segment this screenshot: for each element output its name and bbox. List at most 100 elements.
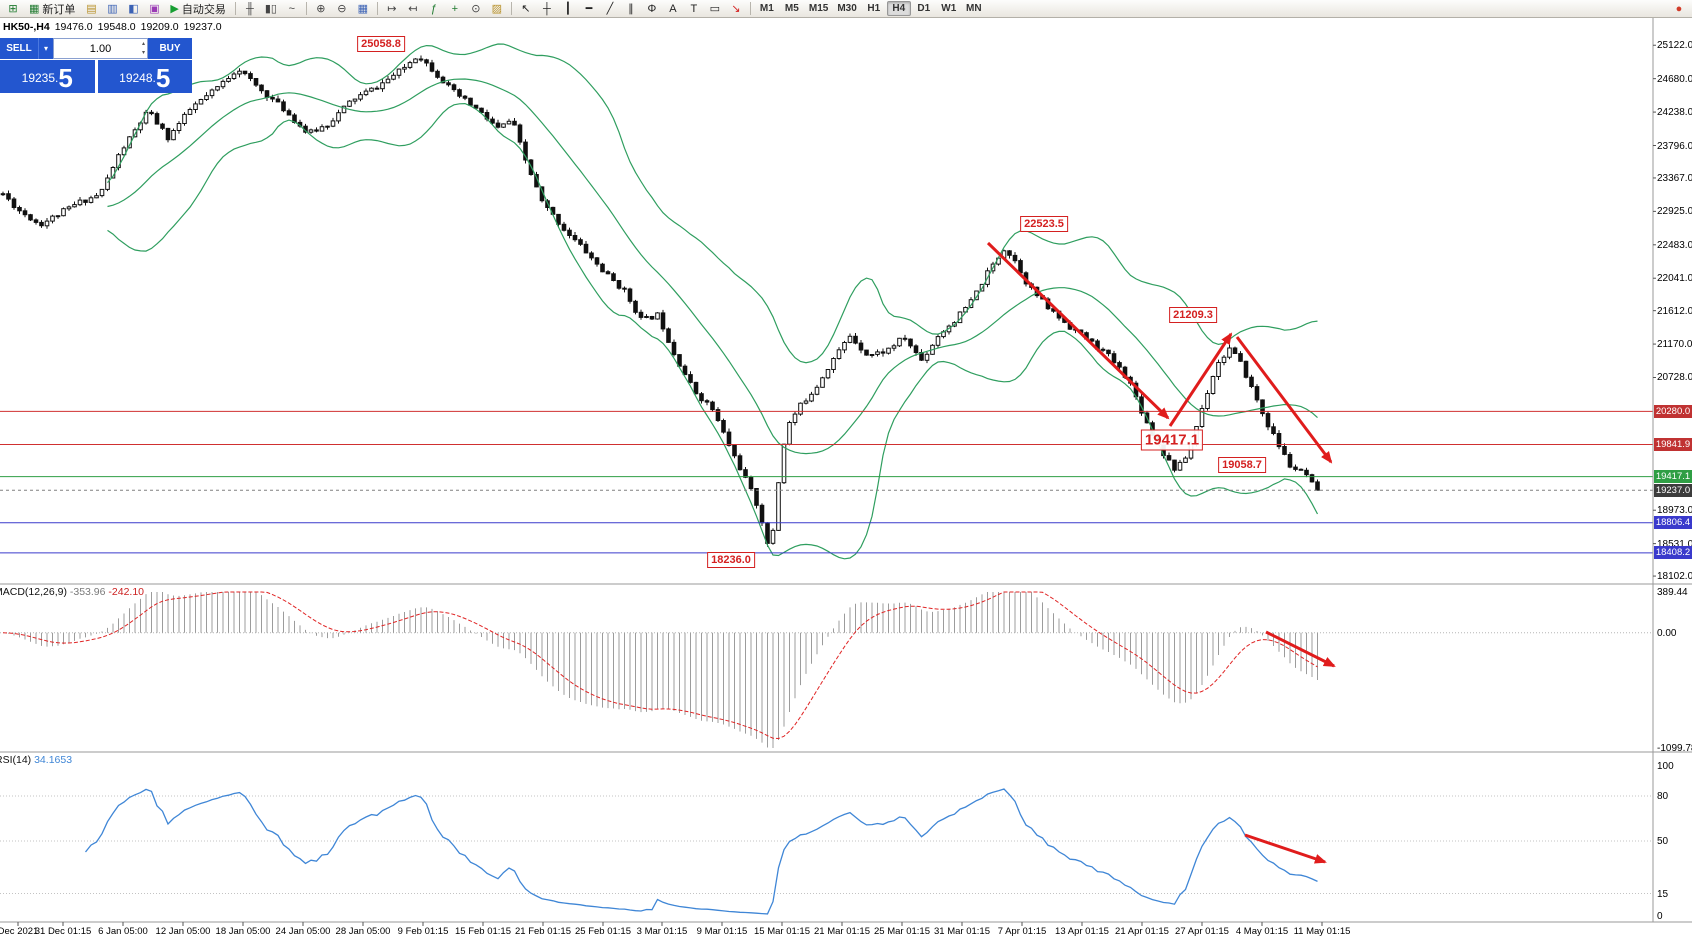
price-annotation[interactable]: 21209.3 — [1169, 307, 1217, 323]
timeframe-button-h1[interactable]: H1 — [867, 3, 881, 14]
time-axis-label: 28 Jan 05:00 — [335, 926, 391, 937]
high-value: 19548.0 — [97, 21, 136, 33]
price-axis-label: 24680.0 — [1657, 73, 1692, 85]
price-annotation[interactable]: 18236.0 — [707, 552, 755, 568]
price-annotation[interactable]: 19058.7 — [1218, 457, 1266, 473]
timeframe-button-mn[interactable]: MN — [966, 3, 982, 14]
cursor-icon: ↖ — [521, 2, 531, 15]
price-annotation[interactable]: 19417.1 — [1140, 429, 1204, 451]
vertical-line-icon[interactable]: ┃ — [558, 1, 578, 17]
symbol-period-label: HK50-,H4 — [3, 21, 50, 33]
macd-signal-line — [2, 591, 1318, 740]
horizontal-lines[interactable] — [0, 410, 1653, 554]
price-axis-label: 22483.0 — [1657, 239, 1692, 251]
market-watch-icon[interactable]: ▥ — [102, 1, 122, 17]
label-icon[interactable]: T — [684, 1, 704, 17]
terminal-icon[interactable]: ▣ — [144, 1, 164, 17]
toolbar-separator — [510, 2, 512, 15]
time-axis-label: 11 May 01:15 — [1293, 926, 1351, 937]
buy-price-button[interactable]: 19248. 5 — [97, 60, 192, 93]
macd-signal-value: -242.10 — [108, 586, 145, 598]
text-icon[interactable]: A — [663, 1, 683, 17]
price-axis-badge: 19237.0 — [1654, 483, 1692, 497]
zoom-out-icon[interactable]: ⊖ — [332, 1, 352, 17]
timeframe-button-h4[interactable]: H4 — [886, 1, 911, 16]
price-axis-label: 23796.0 — [1657, 140, 1692, 152]
navigator-icon: ◧ — [128, 2, 139, 15]
bar-chart-icon[interactable]: ╫ — [240, 1, 260, 17]
new-order-button-label: 新订单 — [42, 3, 76, 16]
order-type-dropdown[interactable]: ▾ — [38, 38, 53, 59]
channel-icon[interactable]: ∥ — [621, 1, 641, 17]
sell-price-big-digit: 5 — [58, 63, 73, 93]
timeframe-button-d1[interactable]: D1 — [917, 3, 931, 14]
sell-button[interactable]: SELL — [0, 38, 38, 59]
rsi-name: RSI(14) — [0, 754, 32, 766]
zoom-in-icon[interactable]: ⊕ — [311, 1, 331, 17]
zoom-out-icon: ⊖ — [337, 2, 347, 15]
chart-shift-icon: ↤ — [408, 2, 418, 15]
macd-axis-label: -1099.78 — [1657, 743, 1692, 754]
spin-down-icon[interactable]: ▾ — [141, 50, 145, 56]
buy-price-big-digit: 5 — [155, 63, 171, 93]
shapes-icon: ▭ — [709, 2, 721, 15]
autotrading-button[interactable]: ▶ 自动交易 — [165, 1, 230, 17]
rsi-label: RSI(14) 34.1653 — [0, 754, 72, 766]
price-annotation[interactable]: 25058.8 — [357, 36, 405, 52]
price-axis-badge: 18408.2 — [1654, 546, 1692, 560]
time-axis-label: Dec 2021 — [0, 926, 39, 937]
volume-spinner[interactable]: ▴ ▾ — [142, 40, 145, 58]
macd-main-value: -353.96 — [69, 586, 109, 598]
connection-status-icon[interactable]: ● — [1675, 2, 1683, 15]
spin-up-icon[interactable]: ▴ — [141, 41, 145, 47]
crosshair-icon[interactable]: ┼ — [537, 1, 557, 17]
time-axis-label: 31 Dec 01:15 — [34, 926, 92, 937]
horizontal-line-icon[interactable]: ━ — [579, 1, 599, 17]
buy-price-main: 19248. — [119, 71, 156, 85]
rsi-line — [84, 788, 1318, 915]
fibonacci-icon[interactable]: Φ — [642, 1, 662, 17]
time-axis-label: 15 Feb 01:15 — [455, 926, 511, 937]
arrows-icon[interactable]: ↘ — [726, 1, 746, 17]
shapes-icon[interactable]: ▭ — [705, 1, 725, 17]
templates-icon: ▨ — [491, 2, 503, 15]
volume-input[interactable]: 1.00 ▴ ▾ — [53, 38, 148, 59]
trend-arrows[interactable] — [986, 241, 1336, 864]
crosshair-icon: ┼ — [542, 2, 551, 15]
cursor-icon[interactable]: ↖ — [516, 1, 536, 17]
price-annotation[interactable]: 22523.5 — [1020, 216, 1068, 232]
layouts-icon[interactable]: ▤ — [81, 1, 101, 17]
add-indicator-icon[interactable]: + — [445, 1, 465, 17]
navigator-icon[interactable]: ◧ — [123, 1, 143, 17]
timeframe-button-m15[interactable]: M15 — [808, 3, 829, 14]
tile-windows-icon: ▦ — [357, 2, 369, 15]
auto-scroll-icon[interactable]: ↦ — [382, 1, 402, 17]
chart-shift-icon[interactable]: ↤ — [403, 1, 423, 17]
price-axis-label: 24238.0 — [1657, 107, 1692, 119]
sell-price-button[interactable]: 19235. 5 — [0, 60, 95, 93]
indicators-icon[interactable]: ƒ — [424, 1, 444, 17]
time-axis-label: 25 Feb 01:15 — [575, 926, 631, 937]
low-value: 19209.0 — [140, 21, 179, 33]
tile-windows-icon[interactable]: ▦ — [353, 1, 373, 17]
toolbar: ⊞ ▦ 新订单 ▤ ▥ ◧ ▣ ▶ 自动交易 ╫ ▮▯ ~ ⊕ ⊖ ▦ ↦ ↤ ƒ + ⊙ ▨ ↖ ┼ ┃ ━ ╱ ∥ Φ A T ▭ ↘ M1… — [0, 0, 1692, 18]
channel-icon: ∥ — [628, 2, 634, 15]
periods-icon[interactable]: ⊙ — [466, 1, 486, 17]
new-order-button[interactable]: ▦ 新订单 — [24, 1, 80, 17]
time-axis-label: 25 Mar 01:15 — [874, 926, 930, 937]
new-chart-icon[interactable]: ⊞ — [3, 1, 23, 17]
timeframe-button-m1[interactable]: M1 — [759, 3, 774, 14]
timeframe-button-m30[interactable]: M30 — [837, 3, 857, 14]
trendline-icon[interactable]: ╱ — [600, 1, 620, 17]
line-chart-icon[interactable]: ~ — [282, 1, 302, 17]
price-axis-label: 18973.0 — [1657, 505, 1692, 517]
templates-icon[interactable]: ▨ — [487, 1, 507, 17]
time-axis-label: 15 Mar 01:15 — [754, 926, 810, 937]
timeframe-button-w1[interactable]: W1 — [941, 3, 957, 14]
buy-button[interactable]: BUY — [148, 38, 192, 59]
auto-scroll-icon: ↦ — [387, 2, 397, 15]
candlestick-chart-icon: ▮▯ — [264, 2, 277, 15]
candlestick-chart-icon[interactable]: ▮▯ — [261, 1, 281, 17]
timeframe-button-m5[interactable]: M5 — [784, 3, 799, 14]
